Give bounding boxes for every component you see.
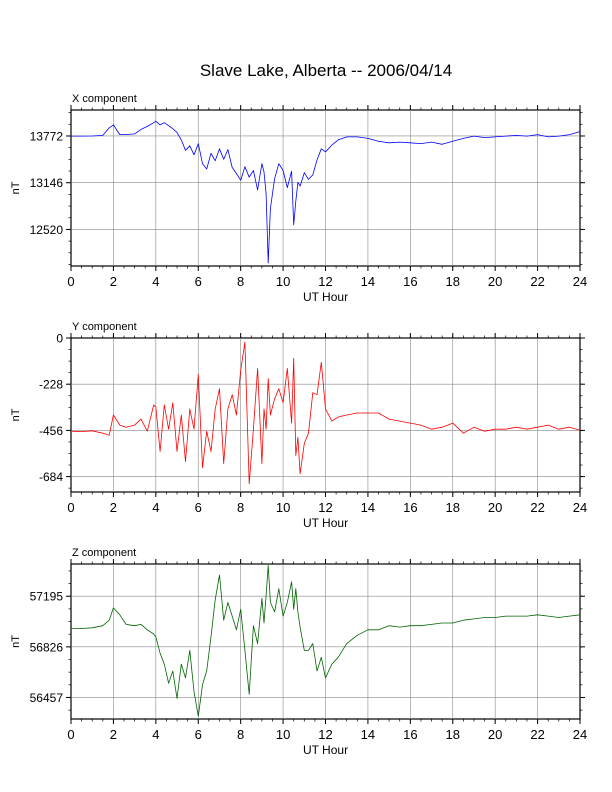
- tick-label-x: 2: [110, 727, 117, 742]
- tick-label-x: 8: [237, 727, 244, 742]
- series-line-z: [71, 565, 581, 717]
- tick-label-x: 18: [446, 727, 460, 742]
- y-axis-label: nT: [10, 408, 22, 421]
- tick-label-y: -456: [39, 424, 63, 438]
- tick-label-x: 14: [361, 500, 375, 515]
- tick-label-x: 6: [195, 274, 202, 289]
- tick-label-x: 4: [152, 274, 159, 289]
- tick-label-x: 10: [276, 274, 290, 289]
- tick-label-x: 12: [318, 500, 332, 515]
- tick-label-x: 4: [152, 500, 159, 515]
- panel-x-label: X component: [72, 93, 137, 105]
- tick-label-y: 56826: [30, 640, 64, 654]
- tick-label-x: 16: [403, 727, 417, 742]
- tick-label-y: 13772: [30, 129, 64, 143]
- tick-label-x: 0: [67, 727, 74, 742]
- tick-label-y: 57195: [30, 590, 64, 604]
- panel-y-label: Y component: [72, 321, 137, 333]
- tick-label-x: 24: [573, 274, 587, 289]
- tick-label-x: 14: [361, 274, 375, 289]
- x-axis-label: UT Hour: [303, 743, 348, 757]
- tick-label-x: 24: [573, 500, 587, 515]
- tick-label-x: 22: [530, 500, 544, 515]
- x-axis-label: UT Hour: [303, 516, 348, 530]
- tick-label-x: 10: [276, 500, 290, 515]
- tick-label-y: 12520: [30, 223, 64, 237]
- y-axis-label: nT: [10, 635, 22, 648]
- tick-label-y: 56457: [30, 691, 64, 705]
- tick-label-x: 22: [530, 274, 544, 289]
- tick-label-x: 18: [446, 500, 460, 515]
- panel-z-label: Z component: [72, 547, 136, 559]
- tick-label-x: 24: [573, 727, 587, 742]
- chart-title: Slave Lake, Alberta -- 2006/04/14: [200, 61, 452, 80]
- tick-label-x: 18: [446, 274, 460, 289]
- tick-label-x: 20: [488, 500, 502, 515]
- tick-label-x: 2: [110, 500, 117, 515]
- tick-label-x: 16: [403, 500, 417, 515]
- tick-label-y: -684: [39, 470, 63, 484]
- tick-label-x: 14: [361, 727, 375, 742]
- tick-label-x: 6: [195, 500, 202, 515]
- tick-label-x: 0: [67, 500, 74, 515]
- tick-label-y: 0: [56, 332, 63, 346]
- tick-label-x: 16: [403, 274, 417, 289]
- tick-label-x: 12: [318, 274, 332, 289]
- tick-label-x: 2: [110, 274, 117, 289]
- tick-label-x: 20: [488, 274, 502, 289]
- tick-label-x: 20: [488, 727, 502, 742]
- series-line-x: [71, 120, 581, 264]
- tick-label-x: 22: [530, 727, 544, 742]
- tick-label-x: 8: [237, 274, 244, 289]
- tick-label-x: 0: [67, 274, 74, 289]
- tick-label-x: 10: [276, 727, 290, 742]
- tick-label-x: 8: [237, 500, 244, 515]
- tick-label-x: 6: [195, 727, 202, 742]
- tick-label-y: 13146: [30, 176, 64, 190]
- tick-label-y: -228: [39, 378, 63, 392]
- tick-label-x: 12: [318, 727, 332, 742]
- y-axis-label: nT: [10, 181, 22, 194]
- x-axis-label: UT Hour: [303, 290, 348, 304]
- series-line-y: [70, 341, 581, 485]
- tick-label-x: 4: [152, 727, 159, 742]
